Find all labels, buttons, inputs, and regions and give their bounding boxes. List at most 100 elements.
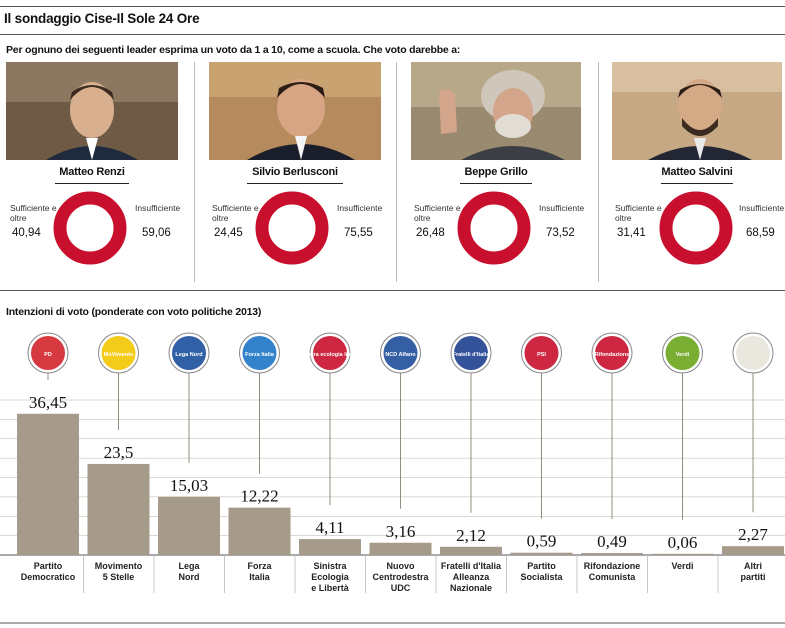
- leader-name: Matteo Renzi: [59, 166, 125, 178]
- category-label: Forza: [247, 561, 272, 571]
- category-label: Nuovo: [387, 561, 416, 571]
- party-logo: Rifondazione: [591, 332, 633, 374]
- party-logo: Verdi: [662, 332, 703, 374]
- party-logo-text: Lega Nord: [175, 352, 202, 358]
- bar: [510, 552, 573, 555]
- bar-value-label: 0,49: [597, 532, 627, 551]
- leader-separator: [598, 62, 599, 282]
- insufficient-value: 73,52: [546, 227, 575, 239]
- title-rule: [0, 34, 785, 35]
- bar: [651, 553, 714, 555]
- donut-slice-insufficient: [255, 191, 329, 265]
- party-logo: PD: [27, 332, 69, 374]
- category-label: Partito: [527, 561, 556, 571]
- page-title: Il sondaggio Cise-Il Sole 24 Ore: [4, 11, 200, 26]
- category-label: Sinistra: [313, 561, 347, 571]
- party-logo-text: PSI: [537, 352, 546, 358]
- party-logo: NCD Alfano: [380, 332, 421, 374]
- bar-value-label: 3,16: [386, 522, 416, 541]
- sufficient-label: Sufficiente e oltre: [212, 203, 259, 223]
- category-label: Alleanza: [453, 572, 491, 582]
- category-label: Centrodestra: [372, 572, 429, 582]
- party-logo: Lega Nord: [168, 332, 210, 374]
- party-logo-text: MoVimento: [104, 352, 134, 358]
- category-label: Rifondazione: [584, 561, 641, 571]
- party-logo-text: Forza Italia: [245, 352, 275, 358]
- party-logo: PSI: [521, 332, 562, 374]
- category-label: 5 Stelle: [103, 572, 135, 582]
- leader-name: Matteo Salvini: [661, 166, 733, 178]
- bar: [228, 507, 291, 555]
- party-logo: Forza Italia: [239, 332, 280, 374]
- category-label: Verdi: [671, 561, 693, 571]
- party-logo-text: PD: [44, 352, 52, 358]
- donut-chart-salvini: [659, 191, 733, 265]
- category-label: Ecologia: [311, 572, 350, 582]
- bar-value-label: 2,27: [738, 525, 768, 544]
- party-logo-text: NCD Alfano: [385, 352, 416, 358]
- sufficient-value: 26,48: [416, 227, 445, 239]
- party-logo: MoVimento: [98, 332, 139, 374]
- leader-name: Beppe Grillo: [464, 166, 528, 178]
- leader-name-underline: [661, 183, 733, 184]
- leader-photo-grillo: [411, 62, 581, 160]
- category-label: Socialista: [520, 572, 563, 582]
- bar: [722, 546, 784, 555]
- sufficient-label: Sufficiente e oltre: [10, 203, 57, 223]
- insufficient-label: Insufficiente: [539, 203, 585, 213]
- insufficient-value: 75,55: [344, 227, 373, 239]
- leader-name: Silvio Berlusconi: [252, 166, 338, 178]
- bar-value-label: 2,12: [456, 526, 486, 545]
- donut-slice-insufficient: [457, 191, 531, 265]
- category-label: Fratelli d'Italia: [441, 561, 502, 571]
- bar-value-label: 15,03: [170, 476, 208, 495]
- sufficient-label: Sufficiente e oltre: [414, 203, 461, 223]
- category-label: Lega: [178, 561, 200, 571]
- leader-name-underline: [55, 183, 129, 184]
- category-label: Partito: [34, 561, 63, 571]
- top-rule: [0, 6, 785, 7]
- bar-value-label: 12,22: [240, 487, 278, 506]
- insufficient-value: 59,06: [142, 227, 171, 239]
- party-logo-text: sinistra ecologia libertà: [299, 352, 361, 358]
- bar: [581, 553, 643, 555]
- party-logo: [732, 332, 774, 374]
- category-label: Movimento: [95, 561, 143, 571]
- insufficient-label: Insufficiente: [739, 203, 785, 213]
- party-logo: Fratelli d'Italia: [450, 332, 492, 374]
- insufficient-value: 68,59: [746, 227, 775, 239]
- category-label: UDC: [391, 583, 411, 593]
- category-label: Democratico: [21, 572, 76, 582]
- donut-chart-grillo: [457, 191, 531, 265]
- insufficient-label: Insufficiente: [337, 203, 383, 213]
- category-label: Comunista: [589, 572, 636, 582]
- leader-name-underline: [460, 183, 532, 184]
- leader-photo-berlusconi: [209, 62, 381, 160]
- leader-separator: [194, 62, 195, 282]
- category-label: partiti: [740, 572, 765, 582]
- section-rule: [0, 290, 785, 291]
- party-logo-text: Rifondazione: [595, 352, 630, 358]
- bar: [158, 496, 220, 555]
- leader-separator: [396, 62, 397, 282]
- leader-photo-renzi: [6, 62, 178, 160]
- leader-name-underline: [247, 183, 343, 184]
- donut-chart-berlusconi: [255, 191, 329, 265]
- party-logo-text: Fratelli d'Italia: [453, 352, 491, 358]
- insufficient-label: Insufficiente: [135, 203, 181, 213]
- donut-slice-insufficient: [659, 191, 733, 265]
- bar-value-label: 0,06: [668, 533, 698, 552]
- sufficient-value: 31,41: [617, 227, 646, 239]
- bar-value-label: 36,45: [29, 393, 67, 412]
- bar-chart-title: Intenzioni di voto (ponderate con voto p…: [6, 306, 262, 318]
- party-logo: sinistra ecologia libertà: [299, 332, 362, 374]
- category-label: Nazionale: [450, 583, 492, 593]
- donut-chart-renzi: [53, 191, 127, 265]
- bar-value-label: 0,59: [527, 532, 557, 551]
- sufficient-value: 24,45: [214, 227, 243, 239]
- category-label: Altri: [744, 561, 762, 571]
- donut-slice-insufficient: [53, 191, 127, 265]
- bar: [17, 413, 79, 555]
- bar: [87, 463, 150, 555]
- category-label: e Libertà: [311, 583, 350, 593]
